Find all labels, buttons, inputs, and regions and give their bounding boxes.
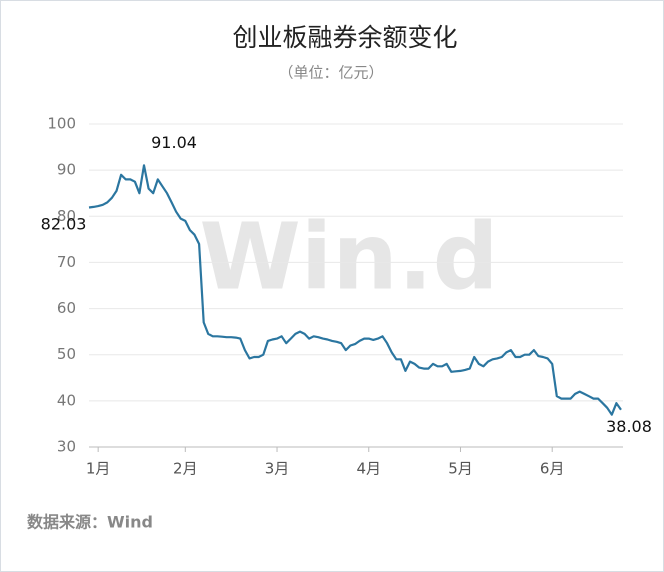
y-tick-label: 70	[57, 253, 76, 271]
watermark: Win.d	[199, 203, 498, 310]
data-label: 82.03	[41, 214, 87, 233]
y-tick-label: 50	[57, 345, 76, 363]
y-tick-label: 60	[57, 299, 76, 317]
x-tick-label: 1月	[86, 460, 111, 478]
y-tick-label: 90	[57, 161, 76, 179]
line	[88, 164, 622, 416]
y-tick-label: 30	[57, 438, 76, 456]
y-tick-label: 80	[57, 207, 76, 225]
chart-subtitle: （单位：亿元）	[278, 64, 383, 82]
x-tick-label: 6月	[540, 460, 565, 478]
data-label: 38.08	[606, 417, 652, 436]
y-tick-label: 100	[47, 115, 76, 133]
chart-title: 创业板融券余额变化	[232, 23, 457, 52]
x-tick-label: 5月	[448, 460, 473, 478]
x-tick-label: 2月	[173, 460, 198, 478]
source: 数据来源：Wind	[27, 513, 153, 532]
y-tick-label: 40	[57, 391, 76, 409]
data-label: 91.04	[151, 133, 197, 152]
x-tick-label: 3月	[265, 460, 290, 478]
x-tick-label: 4月	[356, 460, 381, 478]
